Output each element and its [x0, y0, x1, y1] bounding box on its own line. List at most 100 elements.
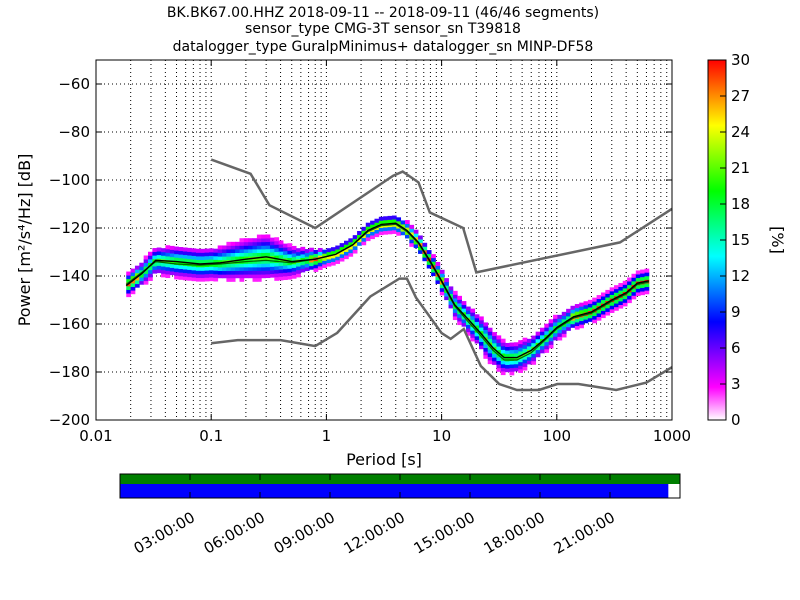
density-cell — [169, 253, 175, 258]
density-cell — [492, 332, 497, 337]
density-cell — [222, 252, 227, 257]
density-cell — [265, 274, 271, 279]
density-cell — [143, 269, 149, 274]
density-cell — [570, 320, 576, 325]
density-cell — [178, 257, 184, 262]
density-cell — [217, 245, 223, 250]
density-cell — [330, 247, 336, 252]
colorbar-tick-label: 21 — [731, 159, 750, 177]
x-tick-label: 100 — [542, 427, 571, 445]
density-cell — [269, 244, 275, 249]
density-cell — [531, 339, 537, 344]
grid-lines — [95, 60, 672, 421]
density-cell — [265, 252, 271, 257]
density-cell — [426, 264, 432, 269]
density-cell — [539, 342, 545, 347]
density-cell — [348, 238, 354, 243]
density-cell — [256, 270, 262, 275]
density-cell — [174, 250, 179, 255]
y-tick-label: −160 — [49, 315, 90, 333]
density-cell — [265, 241, 271, 246]
density-cell — [522, 337, 528, 342]
timeline-tick-label: 15:00:00 — [411, 508, 478, 557]
density-cell — [274, 273, 280, 278]
density-cell — [505, 342, 510, 347]
density-cell — [457, 313, 463, 318]
density-cell — [256, 259, 262, 264]
density-cell — [391, 229, 397, 234]
density-cell — [252, 267, 258, 271]
density-cell — [609, 290, 615, 295]
density-cell — [344, 255, 349, 260]
density-cell — [618, 300, 624, 305]
density-cell — [204, 255, 210, 260]
density-cell — [609, 301, 615, 306]
density-cell — [435, 261, 441, 266]
x-tick-label: 10 — [432, 427, 451, 445]
density-cell — [518, 368, 523, 373]
density-cell — [561, 319, 567, 324]
density-cell — [265, 234, 271, 239]
density-cell — [317, 262, 323, 267]
density-cell — [195, 259, 201, 264]
density-cell — [509, 346, 515, 351]
colorbar-tick-label: 0 — [731, 411, 741, 429]
density-cell — [156, 254, 162, 259]
density-cell — [174, 271, 179, 276]
density-cell — [182, 247, 188, 252]
density-cell — [252, 270, 258, 275]
density-cell — [174, 260, 179, 265]
density-cell — [287, 275, 293, 280]
density-cell — [204, 266, 210, 271]
density-cell — [274, 255, 280, 260]
x-axis-label: Period [s] — [346, 450, 422, 469]
density-cell — [361, 241, 367, 246]
density-cell — [518, 340, 523, 345]
density-cell — [365, 226, 371, 231]
density-cell — [500, 342, 506, 347]
density-cell — [213, 255, 219, 260]
density-cell — [470, 312, 476, 317]
density-cell — [152, 269, 158, 274]
density-cell — [252, 245, 258, 250]
y-tick-label: −200 — [49, 411, 90, 429]
density-cell — [574, 325, 580, 330]
density-cell — [243, 267, 249, 271]
density-cell — [413, 229, 419, 234]
density-cell — [178, 265, 184, 270]
density-cell — [200, 270, 206, 275]
density-cell — [208, 251, 214, 256]
density-cell — [213, 248, 219, 253]
density-cell — [513, 342, 519, 347]
density-cell — [178, 268, 184, 273]
density-cell — [357, 238, 362, 243]
density-cell — [509, 349, 515, 354]
density-cell — [217, 270, 223, 275]
density-cell — [200, 252, 206, 257]
density-cell — [409, 239, 415, 244]
density-cell — [378, 220, 384, 225]
density-cell — [248, 274, 253, 279]
density-cell — [579, 306, 584, 311]
density-cell — [269, 273, 275, 278]
density-cell — [195, 266, 201, 271]
density-cell — [239, 241, 245, 246]
density-cell — [352, 245, 358, 250]
density-cell — [505, 357, 510, 362]
density-cell — [439, 277, 445, 282]
density-cell — [596, 309, 602, 314]
density-cell — [531, 342, 537, 347]
density-cell — [243, 252, 249, 257]
density-cell — [226, 256, 232, 261]
density-cell — [304, 267, 310, 272]
density-cell — [261, 274, 267, 279]
density-cell — [644, 268, 650, 273]
density-cell — [509, 371, 515, 376]
density-cell — [531, 335, 537, 340]
density-cell — [553, 325, 558, 330]
density-cell — [548, 337, 554, 342]
density-cell — [156, 247, 162, 252]
density-cell — [474, 321, 480, 326]
density-cell — [213, 252, 219, 257]
density-cell — [182, 251, 188, 256]
